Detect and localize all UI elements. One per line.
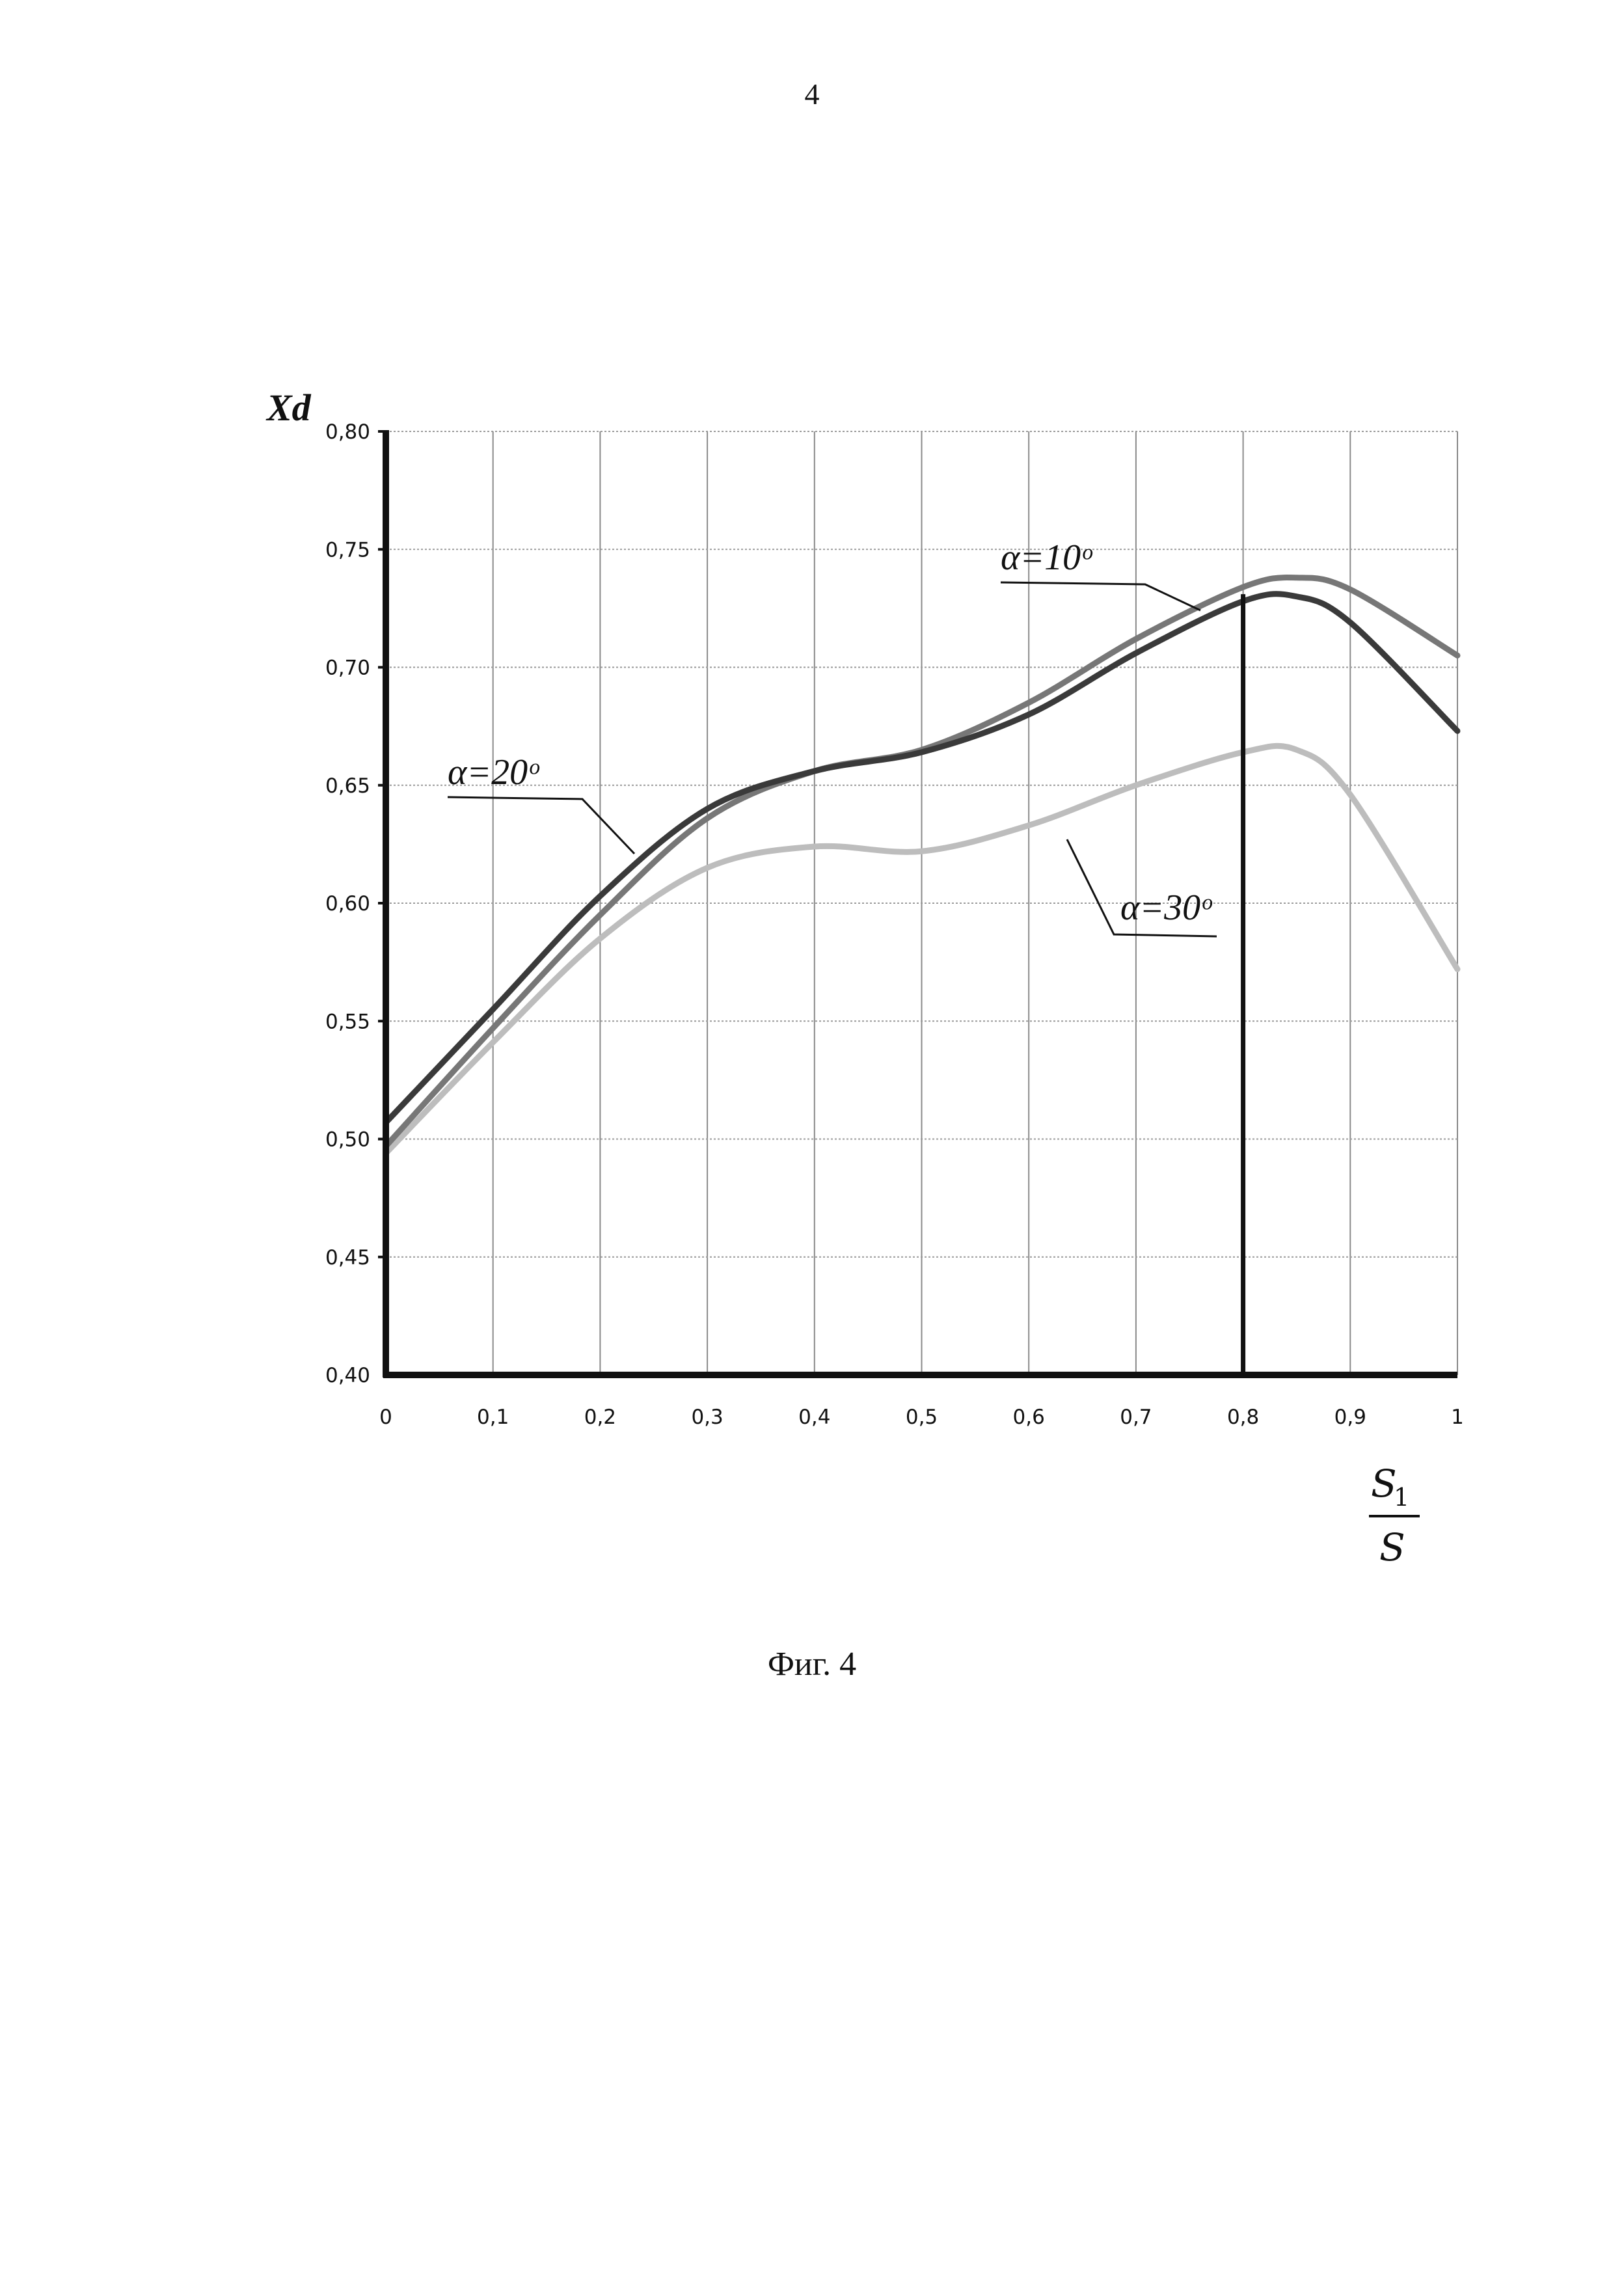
series-label-3: α=30ᵒ: [1120, 888, 1213, 928]
x-tick-label: 0,2: [584, 1406, 616, 1429]
y-tick-label: 0,60: [325, 892, 370, 916]
x-tick-label: 0: [379, 1406, 392, 1429]
x-tick-label: 0,4: [798, 1406, 830, 1429]
x-tick-label: 0,8: [1227, 1406, 1259, 1429]
x-tick-label: 1: [1451, 1406, 1464, 1429]
page-number: 4: [804, 77, 820, 111]
x-tick-label: 0,1: [477, 1406, 509, 1429]
y-tick-label: 0,55: [325, 1010, 370, 1033]
x-tick-label: 0,3: [691, 1406, 723, 1429]
x-tick-label: 0,5: [906, 1406, 938, 1429]
tick-labels: 0 0,1 0,2 0,3 0,4 0,5 0,6 0,7 0,8 0,9 1 0,40 0,45 0,5…: [325, 420, 1464, 1429]
grid: [386, 431, 1458, 1375]
series-line-3: [383, 742, 1461, 1156]
y-tick-label: 0,45: [325, 1246, 370, 1270]
x-axis-numerator-sub: 1: [1394, 1483, 1409, 1512]
series-lines: [383, 575, 1461, 1156]
y-tick-label: 0,65: [325, 774, 370, 798]
x-tick-label: 0,9: [1334, 1406, 1366, 1429]
figure-caption: Фиг. 4: [767, 1646, 857, 1683]
y-tick-label: 0,40: [325, 1364, 370, 1387]
y-axis-title: Xd: [265, 387, 312, 429]
x-tick-label: 0,6: [1013, 1406, 1045, 1429]
y-tick-label: 0,70: [325, 657, 370, 680]
y-tick-label: 0,50: [325, 1128, 370, 1152]
axes: [378, 430, 1457, 1378]
series-label-2: α=20ᵒ: [448, 752, 540, 793]
x-axis-numerator: S: [1371, 1461, 1397, 1506]
x-axis-title: S 1 S: [1369, 1461, 1420, 1569]
x-axis-denominator: S: [1379, 1525, 1405, 1569]
series-line-2: [383, 591, 1461, 1126]
series-leader-line-1: [1000, 581, 1201, 612]
y-tick-label: 0,75: [325, 538, 370, 562]
series-leader-line-3: [1066, 839, 1217, 938]
series-labels: α=10ᵒ α=20ᵒ α=30ᵒ: [447, 537, 1217, 938]
series-label-1: α=10ᵒ: [1001, 537, 1093, 578]
y-tick-label: 0,80: [325, 420, 370, 444]
series-leader-line-2: [447, 796, 636, 855]
x-tick-label: 0,7: [1120, 1406, 1152, 1429]
